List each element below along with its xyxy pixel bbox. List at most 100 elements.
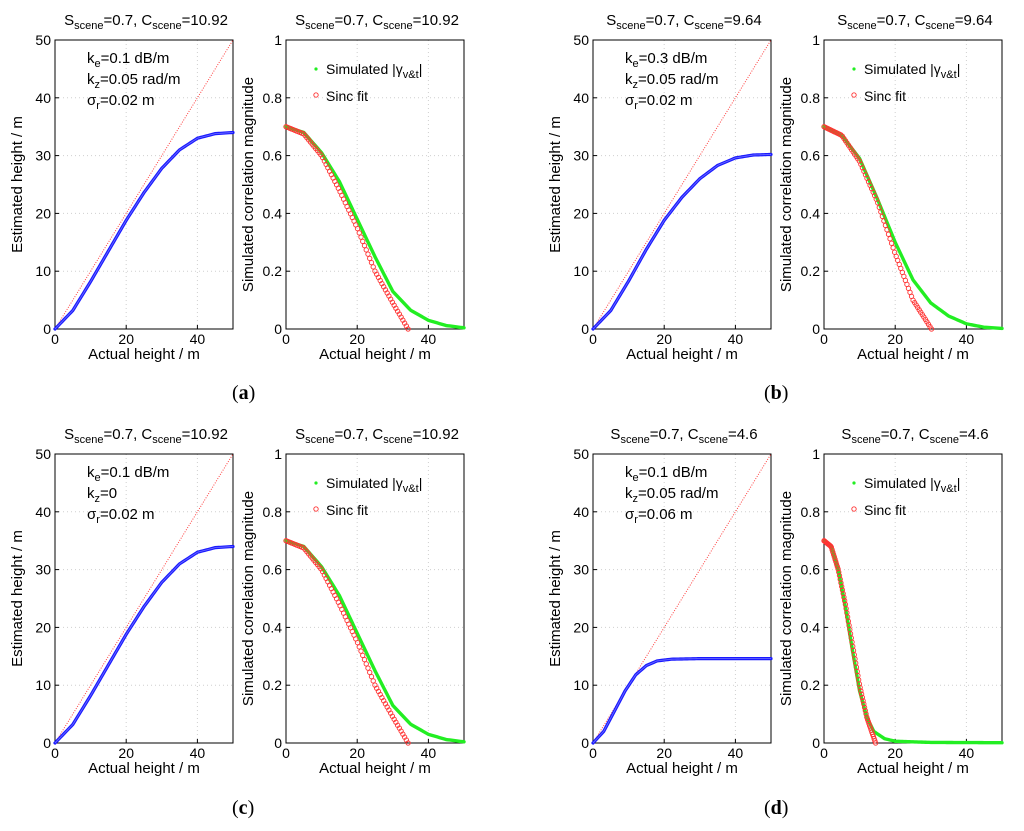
panel-b-annotation-ke: ke=0.3 dB/m	[625, 50, 707, 70]
panel-c-left-ylabel: Estimated height / m	[9, 530, 26, 667]
panel-c-left-reference-line	[54, 453, 234, 744]
panel-d-right-sinc-point-27	[841, 594, 847, 600]
panel-b-right-ytick-label-1: 0.2	[801, 263, 821, 279]
panel-a: Sscene=0.7, Cscene=10.920 20 4001020304050…	[9, 12, 466, 363]
panel-d-left-xtick-label-0: 0	[589, 745, 597, 761]
panel-a-right-sinc-point-44	[360, 238, 366, 245]
panel-b-right-sinc-point-70	[928, 326, 935, 332]
panel-b-left-axes-box	[592, 39, 772, 330]
panel-c-left-title: Sscene=0.7, Cscene=10.92	[64, 426, 228, 446]
panel-a-right-sinc-point-47	[365, 251, 371, 257]
panel-a-right-xlabel: Actual height / m	[319, 346, 431, 363]
panel-c-left-ytick-label-1: 10	[35, 677, 51, 693]
panel-a-legend-sinc-marker	[313, 92, 319, 98]
panel-a-left-reference-line	[54, 39, 234, 330]
panel-c-right-ytick-label-2: 0.4	[263, 619, 283, 635]
panel-c-left-ytick-label-0: 0	[43, 735, 51, 751]
panel-c-left-xlabel: Actual height / m	[88, 760, 200, 777]
panel-c-right-ytick-label-0: 0	[274, 735, 282, 751]
panel-c-left-ytick-label-5: 50	[35, 446, 51, 462]
panel-b-left-estimated-curve	[591, 152, 773, 331]
panel-b-right-xlabel: Actual height / m	[857, 346, 969, 363]
panel-d-right-sinc-point-28	[841, 598, 848, 604]
panel-d-right-sinc-point-10	[828, 544, 835, 550]
panel-a-right-sinc-point-46	[363, 247, 369, 253]
panel-c-right-sinc-point-49	[368, 673, 375, 680]
panel-d-right-ytick-label-1: 0.2	[801, 677, 821, 693]
panel-d-right-ylabel: Simulated correlation magnitude	[778, 491, 795, 706]
panel-d-left-ytick-label-0: 0	[581, 735, 589, 751]
panel-c-right-sinc-point-43	[358, 648, 364, 654]
panel-label-b: (b)	[764, 382, 789, 404]
panel-d-right-ytick-label-5: 1	[812, 446, 820, 462]
panel-c-annotation-ke: ke=0.1 dB/m	[87, 464, 169, 484]
panel-b-left-ytick-label-4: 40	[573, 90, 589, 106]
panel-d-right-xtick-label-1: 20	[887, 745, 903, 761]
panel-c-right-ytick-label-5: 1	[274, 446, 282, 462]
panel-a-right-ytick-label-4: 0.8	[263, 90, 283, 106]
panel-a-right-xtick-label-2: 40	[421, 331, 437, 347]
panel-b-right-ytick-label-4: 0.8	[801, 90, 821, 106]
panel-b-right-xtick-label-1: 20	[887, 331, 903, 347]
panel-c-left-axes-box	[54, 453, 234, 744]
panel-d-right-xtick-label-2: 40	[959, 745, 975, 761]
panel-label-c: (c)	[232, 797, 255, 819]
panel-a-annotation-ke: ke=0.1 dB/m	[87, 50, 169, 70]
panel-c-annotation-sigma: σr=0.02 m	[87, 506, 155, 526]
panel-b-left-ytick-label-3: 30	[573, 148, 589, 164]
panel-a-right-title: Sscene=0.7, Cscene=10.92	[295, 12, 459, 32]
panel-b-left-xtick-label-0: 0	[589, 331, 597, 347]
panel-d-right-sinc-point-17	[833, 561, 840, 567]
panel-a-right-axes-box	[285, 39, 465, 330]
panel-c: Sscene=0.7, Cscene=10.920 20 4001020304050…	[9, 426, 466, 777]
panel-a-left-estimated-curve-core	[54, 132, 234, 330]
panel-c-right-ytick-label-4: 0.8	[263, 504, 283, 520]
panel-c-left-xtick-label-2: 40	[190, 745, 206, 761]
panel-d-right-sinc-point-12	[830, 549, 836, 555]
panel-a-right-sinc-point-45	[361, 242, 368, 249]
panel-d-right-sinc-point-13	[830, 551, 837, 558]
panel-d-legend-sinc-text: Sinc fit	[864, 502, 906, 518]
panel-d-right-axes-box	[823, 453, 1003, 744]
panel-a-right-xtick-label-1: 20	[349, 331, 365, 347]
panel-a-left-xtick-label-1: 20	[118, 331, 134, 347]
panel-a-left-ytick-label-4: 40	[35, 90, 51, 106]
panel-d-right-sinc-point-21	[836, 573, 843, 579]
panel-d-right-sinc-point-23	[838, 580, 844, 586]
panel-b-right-title: Sscene=0.7, Cscene=9.64	[837, 12, 992, 32]
panel-d-right-sinc-point-53	[860, 698, 866, 704]
panel-b-right-sinc-point-42	[885, 231, 892, 237]
panel-d-right-sinc-point-24	[839, 583, 845, 590]
panel-d-left-ytick-label-2: 20	[573, 619, 589, 635]
panel-c-right-sinc-point-48	[367, 669, 373, 676]
panel-c-left-estimated-curve-core	[54, 546, 234, 744]
panel-d-annotation-kz: kz=0.05 rad/m	[625, 485, 718, 505]
panel-d-right-title: Sscene=0.7, Cscene=4.6	[841, 426, 988, 446]
panel-d-right-sinc-point-55	[861, 704, 868, 710]
panel-a-right-ytick-label-2: 0.4	[263, 205, 283, 221]
panel-a-left-title: Sscene=0.7, Cscene=10.92	[64, 12, 228, 32]
panel-c-right-sinc-point-47	[365, 665, 371, 671]
panel-c-right-sinc-point-50	[370, 678, 376, 684]
panel-d-right-sinc-point-52	[859, 694, 865, 701]
panel-c-right-sinc-point-41	[354, 639, 361, 646]
panel-c-right-ytick-label-1: 0.2	[263, 677, 283, 693]
panel-a-left-xtick-label-2: 40	[190, 331, 206, 347]
panel-d-left-axes-box	[592, 453, 772, 744]
panel-d-left-ytick-label-4: 40	[573, 504, 589, 520]
panel-c-left-ytick-label-3: 30	[35, 562, 51, 578]
panel-d-right-simulated-curve	[822, 539, 1004, 745]
panel-d-right-xtick-label-0: 0	[820, 745, 828, 761]
panel-b-legend-simulated-marker	[852, 67, 856, 71]
panel-b-right-xtick-label-2: 40	[959, 331, 975, 347]
panel-b-right-ylabel: Simulated correlation magnitude	[778, 77, 795, 292]
panel-b-right-ytick-label-5: 1	[812, 32, 820, 48]
panel-d-right-sinc-point-48	[856, 681, 863, 687]
panel-b-legend-simulated-text: Simulated |γv&t|	[864, 61, 960, 81]
panel-a-legend-simulated-text: Simulated |γv&t|	[326, 61, 422, 81]
panel-c-right-sinc-point-45	[361, 656, 368, 663]
panel-c-right-sinc-point-70	[405, 740, 411, 746]
panel-b-left-ylabel: Estimated height / m	[547, 116, 564, 253]
panel-a-right-sinc-point-70	[405, 326, 411, 332]
